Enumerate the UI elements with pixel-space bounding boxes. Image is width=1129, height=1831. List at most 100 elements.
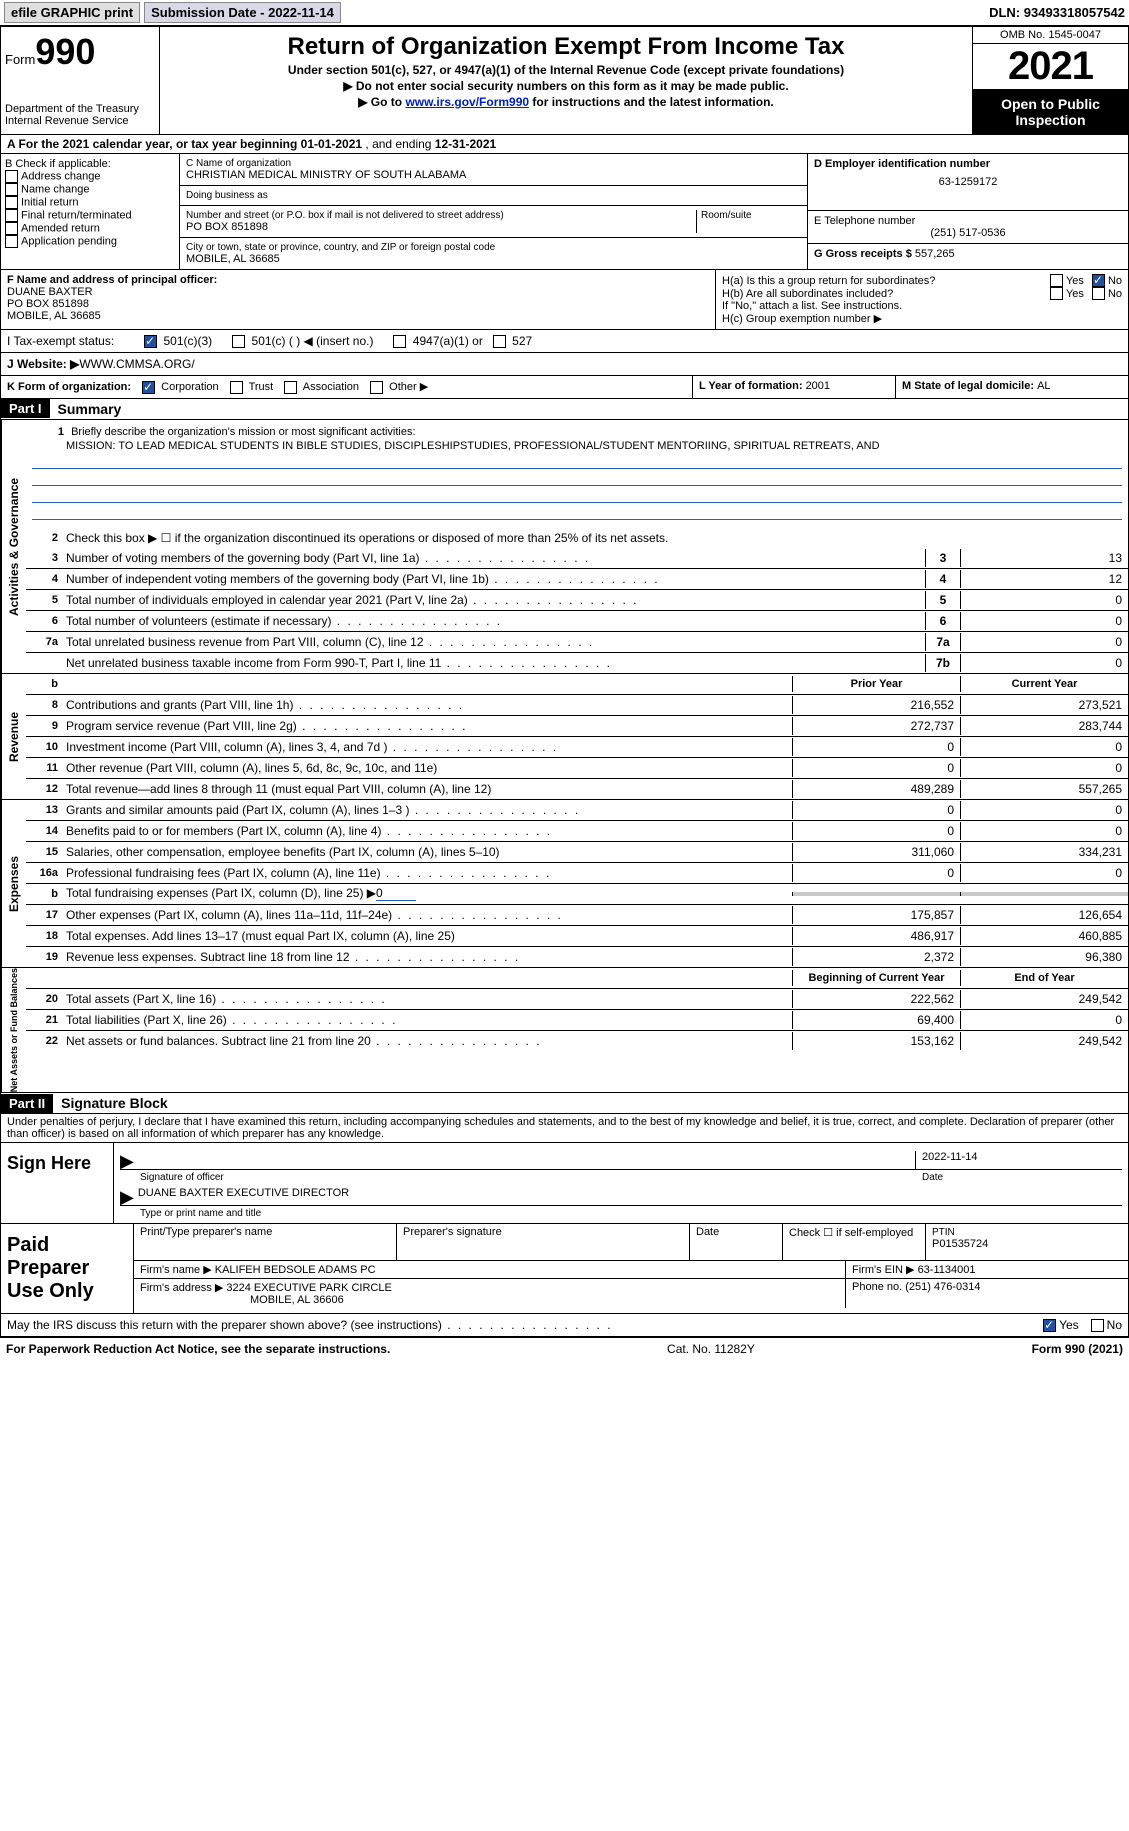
line8-desc: Contributions and grants (Part VIII, lin…	[62, 696, 792, 714]
cb-amended-return-label: Amended return	[21, 222, 100, 234]
line21-current: 0	[960, 1011, 1128, 1029]
line11-desc: Other revenue (Part VIII, column (A), li…	[62, 759, 792, 777]
hb-no-checkbox[interactable]	[1092, 287, 1105, 300]
efile-graphic-print-button[interactable]: efile GRAPHIC print	[4, 2, 140, 23]
irs-link[interactable]: www.irs.gov/Form990	[405, 95, 529, 109]
discuss-no-checkbox[interactable]	[1091, 1319, 1104, 1332]
column-d: D Employer identification number 63-1259…	[807, 154, 1128, 269]
page-footer: For Paperwork Reduction Act Notice, see …	[0, 1337, 1129, 1360]
line1-label: Briefly describe the organization's miss…	[71, 426, 415, 438]
vside-governance: Activities & Governance	[1, 420, 26, 673]
ptin-label: PTIN	[932, 1227, 955, 1238]
dba-cell: Doing business as	[180, 186, 807, 206]
line10-prior: 0	[792, 738, 960, 756]
gross-label: G Gross receipts $	[814, 248, 915, 260]
submission-date-label: Submission Date -	[151, 5, 268, 20]
city-cell: City or town, state or province, country…	[180, 238, 807, 269]
row-j-website: J Website: ▶ WWW.CMMSA.ORG/	[0, 353, 1129, 376]
line12-desc: Total revenue—add lines 8 through 11 (mu…	[62, 780, 792, 798]
prior-year-header: Prior Year	[792, 676, 960, 692]
part2-header: Part II Signature Block	[0, 1093, 1129, 1114]
gross-value: 557,265	[915, 248, 955, 260]
ha-no-checkbox[interactable]	[1092, 274, 1105, 287]
cb-assoc[interactable]	[284, 381, 297, 394]
line9-current: 283,744	[960, 717, 1128, 735]
row-i-tax-status: I Tax-exempt status: 501(c)(3) 501(c) ( …	[0, 330, 1129, 353]
gross-cell: G Gross receipts $ 557,265	[808, 244, 1128, 264]
cb-initial-return[interactable]: Initial return	[5, 196, 175, 209]
discuss-yes-checkbox[interactable]	[1043, 1319, 1056, 1332]
line16b-pre: Total fundraising expenses (Part IX, col…	[66, 886, 376, 900]
column-b-checkboxes: B Check if applicable: Address change Na…	[1, 154, 180, 269]
part1-badge: Part I	[1, 399, 50, 418]
discuss-question: May the IRS discuss this return with the…	[7, 1318, 1043, 1332]
line16b-prior-grey	[792, 892, 960, 896]
opt-527: 527	[512, 334, 532, 348]
cb-trust[interactable]	[230, 381, 243, 394]
line16b-val: 0	[376, 886, 416, 901]
header-left: Form990 Department of the Treasury Inter…	[1, 27, 160, 134]
cb-app-pending[interactable]: Application pending	[5, 235, 175, 248]
mission-line-3	[32, 486, 1122, 503]
firm-phone-label: Phone no.	[852, 1281, 905, 1293]
cb-501c[interactable]	[232, 335, 245, 348]
sig-officer-label: Signature of officer	[120, 1172, 922, 1183]
firm-name-label: Firm's name ▶	[140, 1264, 215, 1276]
line16b-current-grey	[960, 892, 1128, 896]
goto-pre: ▶ Go to	[358, 95, 405, 109]
opt-4947: 4947(a)(1) or	[413, 334, 483, 348]
room-label: Room/suite	[701, 210, 801, 221]
line15-current: 334,231	[960, 843, 1128, 861]
cb-501c3[interactable]	[144, 335, 157, 348]
dba-label: Doing business as	[186, 190, 801, 201]
line5-val: 0	[961, 591, 1128, 609]
hb-label: H(b) Are all subordinates included?	[722, 288, 1050, 300]
mission-text: MISSION: TO LEAD MEDICAL STUDENTS IN BIB…	[26, 440, 1128, 452]
discuss-row: May the IRS discuss this return with the…	[0, 1314, 1129, 1337]
website-value: WWW.CMMSA.ORG/	[79, 357, 194, 371]
cb-other[interactable]	[370, 381, 383, 394]
sign-date-label: Date	[922, 1172, 1122, 1183]
opt-501c: 501(c) ( ) ◀ (insert no.)	[252, 334, 374, 348]
mission-line-4	[32, 503, 1122, 520]
omb-number: OMB No. 1545-0047	[973, 27, 1128, 44]
line21-desc: Total liabilities (Part X, line 26)	[62, 1011, 792, 1029]
sig-arrow-2: ▶	[120, 1187, 134, 1205]
line7b-val: 0	[961, 654, 1128, 672]
cb-address-change[interactable]: Address change	[5, 170, 175, 183]
line6-val: 0	[961, 612, 1128, 630]
mission-line-1	[32, 452, 1122, 469]
ha-yes-checkbox[interactable]	[1050, 274, 1063, 287]
header-row: Form990 Department of the Treasury Inter…	[0, 26, 1129, 135]
part1-title: Summary	[50, 399, 130, 419]
row-m-label: M State of legal domicile:	[902, 380, 1037, 392]
line21-prior: 69,400	[792, 1011, 960, 1029]
line11-prior: 0	[792, 759, 960, 777]
preparer-name-label: Print/Type preparer's name	[134, 1224, 397, 1260]
line16a-prior: 0	[792, 864, 960, 882]
row-a-mid: , and ending	[362, 137, 435, 151]
line15-desc: Salaries, other compensation, employee b…	[62, 843, 792, 861]
hb-yes-checkbox[interactable]	[1050, 287, 1063, 300]
city-label: City or town, state or province, country…	[186, 242, 801, 253]
cb-final-return[interactable]: Final return/terminated	[5, 209, 175, 222]
line4-desc: Number of independent voting members of …	[62, 570, 925, 588]
preparer-date-label: Date	[690, 1224, 783, 1260]
cb-4947[interactable]	[393, 335, 406, 348]
cb-527[interactable]	[493, 335, 506, 348]
line18-desc: Total expenses. Add lines 13–17 (must eq…	[62, 927, 792, 945]
line8-current: 273,521	[960, 696, 1128, 714]
line17-desc: Other expenses (Part IX, column (A), lin…	[62, 906, 792, 924]
paid-preparer-label: Paid Preparer Use Only	[1, 1224, 134, 1313]
line8-prior: 216,552	[792, 696, 960, 714]
cb-name-change[interactable]: Name change	[5, 183, 175, 196]
opt-assoc: Association	[303, 381, 359, 393]
cb-corp[interactable]	[142, 381, 155, 394]
line14-prior: 0	[792, 822, 960, 840]
firm-name-value: KALIFEH BEDSOLE ADAMS PC	[215, 1264, 376, 1276]
line17-current: 126,654	[960, 906, 1128, 924]
ssn-warning: ▶ Do not enter social security numbers o…	[164, 79, 968, 93]
cb-amended-return[interactable]: Amended return	[5, 222, 175, 235]
officer-addr2: MOBILE, AL 36685	[7, 310, 709, 322]
paid-preparer-section: Paid Preparer Use Only Print/Type prepar…	[0, 1224, 1129, 1314]
